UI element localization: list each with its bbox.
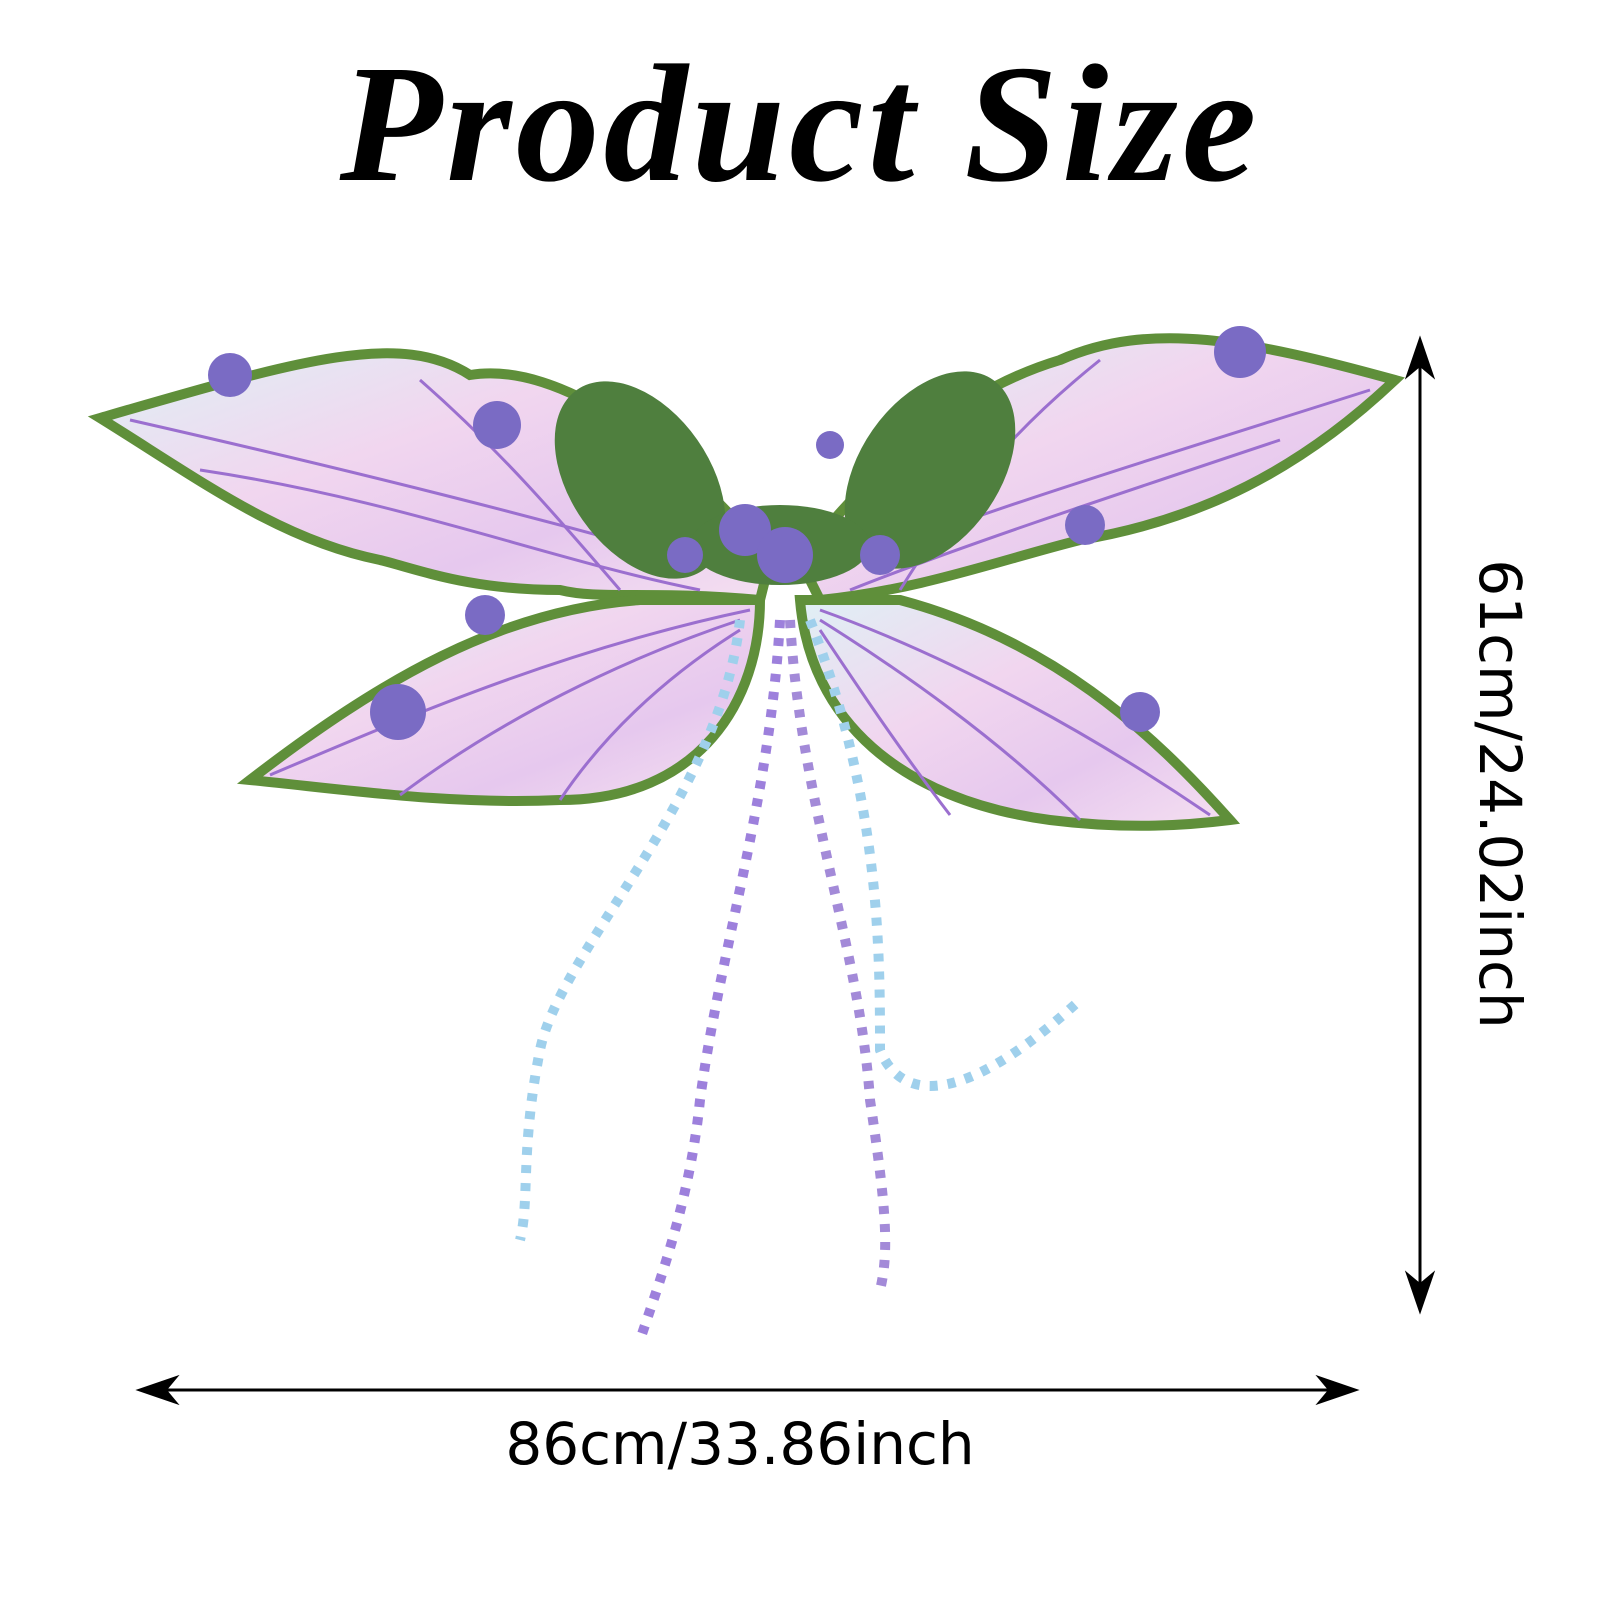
height-label: 61cm/24.02inch [1466,559,1534,1029]
title: Product Size [339,31,1261,217]
height-arrow [1404,335,1436,1315]
width-arrow [135,1374,1360,1406]
vines [515,618,1084,1342]
flowers [208,326,1266,740]
width-label: 86cm/33.86inch [505,1410,975,1478]
